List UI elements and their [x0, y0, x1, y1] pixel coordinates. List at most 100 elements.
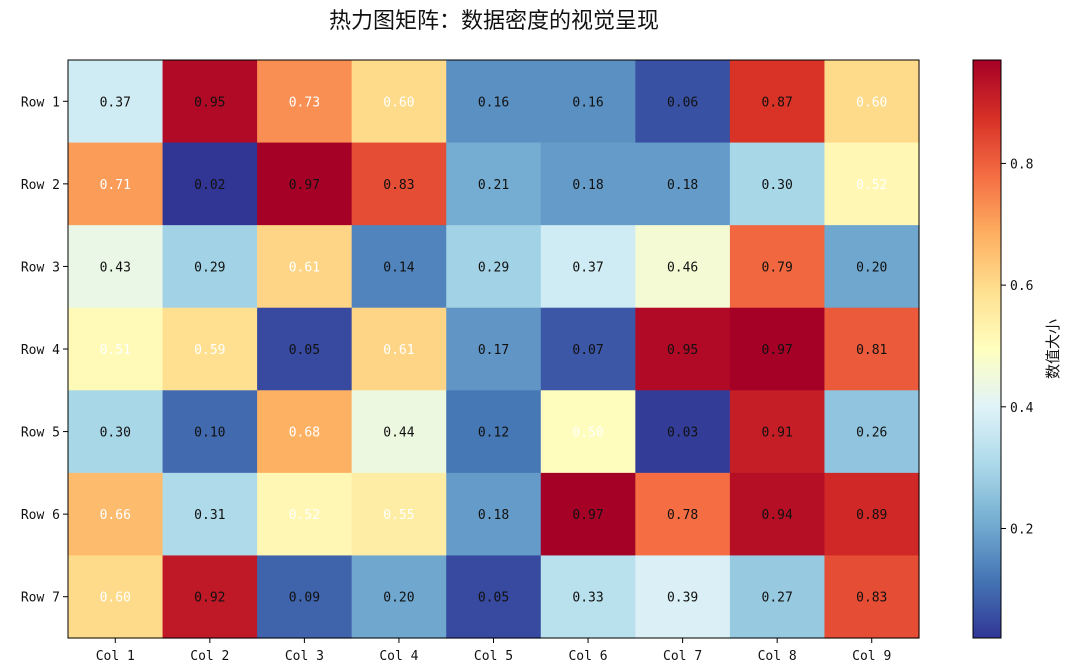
heatmap-cell: [351, 225, 447, 309]
heatmap-cell: [68, 390, 164, 474]
heatmap-cell: [68, 142, 164, 226]
colorbar-tick-label: 0.4: [1010, 401, 1034, 416]
heatmap-cell: [446, 142, 542, 226]
heatmap-cell: [729, 307, 826, 391]
heatmap-cell: [162, 60, 258, 144]
heatmap-cell: [635, 555, 731, 639]
heatmap-cell: [446, 60, 542, 144]
heatmap-cell: [68, 307, 164, 391]
cell-value-label: 0.05: [289, 343, 320, 358]
heatmap-cell: [446, 555, 542, 639]
cell-value-label: 0.97: [762, 343, 793, 358]
heatmap-cell: [257, 390, 353, 474]
heatmap-cell: [824, 60, 920, 144]
colorbar-ticks: 0.2 0.4 0.6 0.8: [1001, 157, 1034, 537]
heatmap-cell: [162, 307, 258, 391]
cell-value-label: 0.17: [478, 343, 509, 358]
heatmap-cell: [540, 472, 636, 557]
cell-value-label: 0.83: [383, 178, 414, 193]
cell-value-label: 0.60: [100, 591, 131, 606]
cell-value-label: 0.52: [289, 508, 320, 523]
y-tick-label: Row 2: [21, 178, 60, 193]
cell-value-label: 0.12: [478, 426, 509, 441]
cell-value-label: 0.95: [194, 95, 225, 110]
heatmap-cell: [729, 472, 826, 557]
x-tick-label: Col 6: [568, 649, 607, 664]
heatmap-cell: [635, 307, 731, 391]
cell-value-label: 0.39: [667, 591, 698, 606]
cell-value-label: 0.14: [383, 260, 414, 275]
y-axis: Row 1 Row 2 Row 3 Row 4 Row 5 Row 6 Row 7: [21, 95, 68, 606]
y-tick-label: Row 7: [21, 591, 60, 606]
heatmap-cell: [446, 472, 542, 557]
cell-value-label: 0.18: [572, 178, 603, 193]
heatmap-cell: [729, 390, 826, 474]
cell-value-label: 0.61: [383, 343, 414, 358]
heatmap-cell: [257, 142, 353, 226]
cell-value-label: 0.92: [194, 591, 225, 606]
heatmap-cell: [540, 225, 636, 309]
cell-value-label: 0.06: [667, 95, 698, 110]
heatmap-cell: [351, 555, 447, 639]
heatmap-cell: [540, 142, 636, 226]
heatmap-cell: [824, 225, 920, 309]
heatmap-cell: [351, 390, 447, 474]
cell-value-label: 0.18: [478, 508, 509, 523]
x-tick-label: Col 9: [852, 649, 891, 664]
cell-value-label: 0.79: [762, 260, 793, 275]
heatmap-cell: [351, 307, 447, 391]
heatmap-cell: [351, 142, 447, 226]
cell-value-label: 0.29: [478, 260, 509, 275]
cell-value-label: 0.30: [762, 178, 793, 193]
cell-value-label: 0.37: [572, 260, 603, 275]
heatmap-cell: [257, 225, 353, 309]
heatmap-cell: [824, 307, 920, 391]
heatmap-cell: [540, 555, 636, 639]
x-tick-label: Col 1: [96, 649, 135, 664]
cell-value-label: 0.33: [572, 591, 603, 606]
cell-value-label: 0.94: [762, 508, 793, 523]
y-tick-label: Row 1: [21, 95, 60, 110]
cell-value-label: 0.68: [289, 426, 320, 441]
cell-value-label: 0.66: [100, 508, 131, 523]
cell-value-label: 0.02: [194, 178, 225, 193]
heatmap-cell: [162, 472, 258, 557]
cell-value-label: 0.55: [383, 508, 414, 523]
cell-value-label: 0.91: [762, 426, 793, 441]
x-tick-label: Col 5: [474, 649, 513, 664]
heatmap-cell: [729, 142, 826, 226]
heatmap-cell: [68, 555, 164, 639]
cell-value-label: 0.44: [383, 426, 414, 441]
heatmap-cell: [824, 390, 920, 474]
cell-value-label: 0.27: [762, 591, 793, 606]
chart-title: 热力图矩阵：数据密度的视觉呈现: [329, 9, 659, 34]
heatmap-cell: [257, 307, 353, 391]
cell-value-label: 0.07: [572, 343, 603, 358]
heatmap-cell: [68, 225, 164, 309]
cell-value-label: 0.26: [856, 426, 887, 441]
x-tick-label: Col 3: [285, 649, 324, 664]
heatmap-cell: [824, 472, 920, 557]
heatmap-cell: [635, 142, 731, 226]
heatmap-cell: [729, 225, 826, 309]
x-tick-label: Col 2: [190, 649, 229, 664]
colorbar: 0.2 0.4 0.6 0.8 数值大小: [972, 59, 1062, 639]
heatmap-cell: [635, 225, 731, 309]
colorbar-label: 数值大小: [1044, 319, 1062, 379]
cell-value-label: 0.05: [478, 591, 509, 606]
cell-value-label: 0.50: [572, 426, 603, 441]
heatmap-cell: [446, 307, 542, 391]
heatmap-cell: [162, 390, 258, 474]
cell-value-label: 0.30: [100, 426, 131, 441]
colorbar-tick-label: 0.2: [1010, 522, 1033, 537]
cell-value-label: 0.20: [383, 591, 414, 606]
cell-value-label: 0.46: [667, 260, 698, 275]
cell-value-label: 0.61: [289, 260, 320, 275]
heatmap-cell: [68, 60, 164, 144]
heatmap-cell: [824, 555, 920, 639]
heatmap-cell: [68, 472, 164, 557]
cell-value-label: 0.52: [856, 178, 887, 193]
cell-value-label: 0.29: [194, 260, 225, 275]
heatmap-cell: [729, 555, 826, 639]
